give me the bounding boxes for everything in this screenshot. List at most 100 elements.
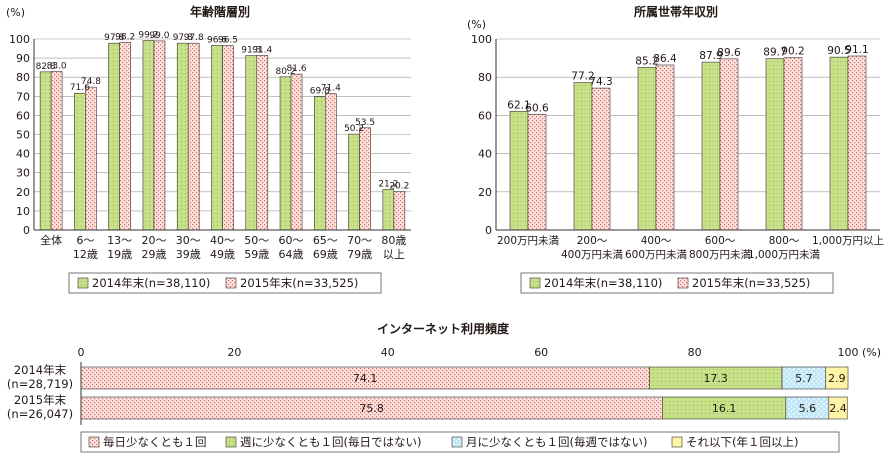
c2-bar-s1: [655, 64, 675, 231]
c2-bar-s1: [719, 58, 739, 231]
c1-y-tick-label: 70: [16, 90, 30, 103]
c1-bar-s1: [153, 40, 166, 231]
c3-data-label: 74.1: [353, 372, 378, 385]
c1-data-label: 98.2: [115, 32, 135, 42]
c1-data-label: 91.4: [252, 45, 272, 55]
c2-bar-s0: [765, 58, 785, 231]
c1-data-label: 82.8: [36, 62, 56, 72]
legend2-swatch-2014: [529, 277, 541, 289]
c1-category-label: 64歳: [279, 248, 304, 261]
c2-bar-s0: [509, 111, 529, 231]
c2-data-label: 89.6: [717, 47, 741, 59]
c1-bar-s1: [119, 42, 131, 231]
c1-bar-s0: [382, 189, 395, 231]
c3-data-label: 2.4: [829, 402, 847, 415]
c1-category-label: 6～: [76, 234, 94, 247]
c1-bar-s0: [348, 133, 360, 231]
c3-x-tick-label: 40: [381, 346, 395, 359]
c1-bar-s0: [176, 42, 189, 231]
c2-y-tick-label: 0: [485, 224, 492, 237]
c2-data-label: 60.6: [525, 102, 549, 114]
c1-data-label: 74.8: [81, 77, 101, 87]
c2-data-label: 90.5: [827, 45, 850, 57]
c1-category-label: 49歳: [210, 248, 235, 261]
c1-bar-s0: [211, 45, 223, 231]
c3-category-label: 2015年末: [14, 393, 67, 407]
chart2-legend: 2014年末(n=38,110) 2015年末(n=33,525): [520, 272, 834, 294]
c1-category-label: 13～: [107, 234, 132, 247]
chart3-x-unit: (%): [862, 346, 881, 359]
c2-y-tick-label: 60: [478, 109, 492, 122]
c3-x-tick-label: 20: [227, 346, 241, 359]
c1-data-label: 71.6: [70, 83, 90, 93]
c1-y-tick-label: 80: [16, 71, 30, 84]
c3-x-tick-label: 80: [688, 346, 702, 359]
c1-category-label: 50～: [244, 234, 269, 247]
c2-bar-s1: [783, 57, 803, 231]
legend2-swatch-2015: [677, 277, 689, 289]
c1-bar-s1: [393, 191, 406, 231]
c2-category-label: 600～: [705, 235, 736, 247]
c1-y-tick-label: 90: [16, 52, 30, 65]
c3-data-label: 2.9: [828, 372, 846, 385]
c1-category-label: 65～: [313, 234, 338, 247]
c2-bar-s1: [527, 113, 547, 231]
c1-bar-s0: [39, 71, 52, 231]
c2-y-tick-label: 40: [478, 148, 492, 161]
c1-data-label: 97.8: [173, 33, 193, 43]
c3-category-label: 2014年末: [14, 363, 67, 377]
chart1-legend: 2014年末(n=38,110) 2015年末(n=33,525): [68, 272, 382, 294]
c1-y-tick-label: 20: [16, 186, 30, 199]
legend3-swatch-weekly: [225, 436, 237, 448]
chart2-title: 所属世帯年収別: [634, 4, 718, 19]
c3-category-label: (n=26,047): [7, 407, 73, 421]
c2-data-label: 91.1: [845, 44, 868, 56]
c1-category-label: 79歳: [347, 248, 372, 261]
c1-bar-s1: [222, 45, 234, 231]
c2-data-label: 74.3: [589, 76, 612, 88]
c2-bar-s0: [637, 66, 657, 231]
c1-data-label: 96.6: [207, 35, 227, 45]
chart1-ylabel: (%): [6, 6, 25, 19]
c1-category-label: 12歳: [73, 248, 98, 261]
c1-data-label: 71.4: [321, 84, 341, 94]
c2-category-label: 600万円未満: [625, 249, 688, 261]
c3-x-tick-label: 60: [534, 346, 548, 359]
c1-data-label: 50.2: [344, 124, 364, 134]
c2-y-tick-label: 100: [471, 33, 492, 46]
c1-bar-s1: [290, 73, 303, 231]
usage-frequency-chart: インターネット利用頻度 0 20 40 60 80 100 (%) 74.1 17.3 5.7…: [7, 321, 881, 425]
c1-data-label: 99.2: [138, 31, 158, 41]
legend3-label-weekly: 週に少なくとも１回(毎日ではない): [240, 435, 421, 449]
c1-bar-s1: [325, 93, 337, 231]
c1-data-label: 20.2: [389, 181, 409, 191]
c1-category-label: 60～: [279, 234, 304, 247]
legend2-label-2015: 2015年末(n=33,525): [692, 276, 810, 290]
legend-label-2015: 2015年末(n=33,525): [240, 276, 358, 290]
c1-y-tick-label: 10: [16, 205, 30, 218]
c1-category-label: 40～: [210, 234, 235, 247]
legend2-label-2014: 2014年末(n=38,110): [544, 276, 662, 290]
c1-data-label: 97.8: [104, 33, 124, 43]
c3-data-label: 5.6: [799, 402, 817, 415]
c3-segment-s3: [825, 366, 849, 390]
c2-category-label: 400～: [641, 235, 672, 247]
c1-data-label: 91.3: [241, 46, 261, 56]
c1-y-tick-label: 0: [23, 224, 30, 237]
chart3-title: インターネット利用頻度: [377, 321, 510, 336]
legend-swatch-2015: [225, 277, 237, 289]
c1-data-label: 83.0: [47, 61, 67, 71]
c2-bar-s1: [591, 87, 611, 231]
chart1-title: 年齢階層別: [190, 4, 250, 19]
legend-swatch-2014: [77, 277, 89, 289]
c1-category-label: 69歳: [313, 248, 338, 261]
c1-data-label: 21.2: [378, 180, 398, 190]
legend3-swatch-less: [671, 436, 683, 448]
c1-category-label: 全体: [40, 233, 62, 247]
c1-data-label: 53.5: [355, 118, 375, 128]
c3-data-label: 5.7: [795, 372, 813, 385]
c2-bar-s0: [701, 61, 721, 231]
c1-category-label: 29歳: [141, 248, 166, 261]
c1-data-label: 69.8: [310, 87, 330, 97]
c1-data-label: 99.0: [149, 31, 169, 41]
